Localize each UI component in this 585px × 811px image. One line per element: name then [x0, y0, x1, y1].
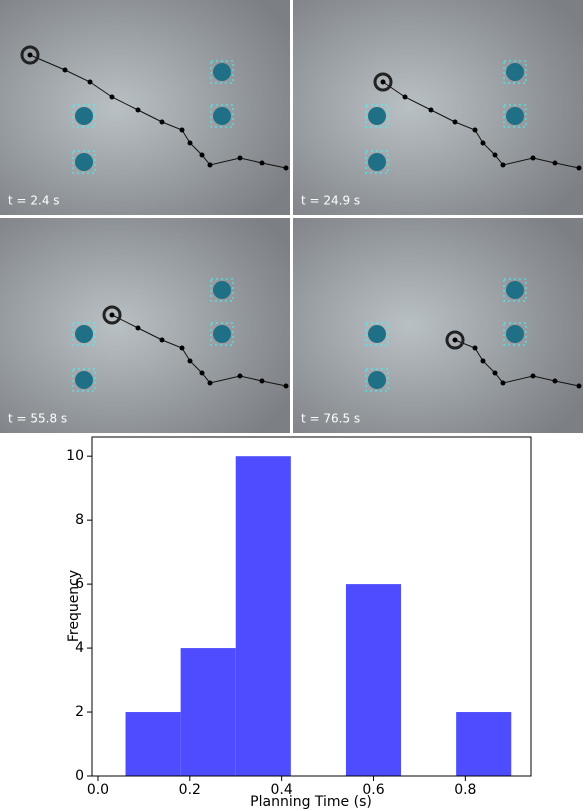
obstacle: [75, 325, 93, 343]
waypoint: [501, 381, 506, 386]
obstacle: [506, 281, 524, 299]
obstacle: [368, 107, 386, 125]
waypoint: [136, 326, 141, 331]
obstacle: [213, 281, 231, 299]
y-tick-label: 8: [75, 512, 84, 528]
waypoint: [453, 338, 458, 343]
obstacle: [368, 371, 386, 389]
waypoint: [473, 128, 478, 133]
y-tick-label: 0: [75, 768, 84, 784]
waypoint: [200, 371, 205, 376]
waypoint: [553, 379, 558, 384]
photo-grid: t = 2.4 s t = 24.9 s t = 55.8 s t = 76.5 s: [0, 0, 583, 433]
photo-panel: t = 2.4 s: [0, 0, 290, 215]
timestamp: t = 2.4 s: [8, 194, 60, 208]
obstacle: [368, 325, 386, 343]
waypoint: [260, 161, 265, 166]
x-tick-label: 0.2: [179, 782, 201, 798]
bar: [181, 648, 236, 776]
bar: [346, 584, 401, 776]
waypoint: [208, 381, 213, 386]
timestamp: t = 24.9 s: [301, 194, 360, 208]
waypoint: [481, 359, 486, 364]
bar: [236, 456, 291, 776]
obstacle: [75, 107, 93, 125]
x-axis-label: Planning Time (s): [250, 794, 372, 810]
waypoint: [88, 80, 93, 85]
y-axis-label: Frequency: [66, 570, 82, 642]
obstacle: [506, 63, 524, 81]
x-tick-label: 0.8: [454, 782, 476, 798]
obstacle: [368, 153, 386, 171]
waypoint: [577, 384, 582, 389]
floor: [0, 0, 290, 215]
timestamp: t = 55.8 s: [8, 412, 67, 426]
y-tick-label: 10: [66, 448, 84, 464]
obstacle: [506, 325, 524, 343]
waypoint: [577, 166, 582, 171]
bar: [456, 712, 511, 776]
obstacle: [75, 153, 93, 171]
waypoint: [188, 141, 193, 146]
obstacle: [213, 325, 231, 343]
floor: [293, 0, 583, 215]
y-tick-label: 2: [75, 704, 84, 720]
waypoint: [531, 156, 536, 161]
photo-panel: t = 76.5 s: [293, 218, 583, 433]
waypoint: [531, 374, 536, 379]
obstacle: [213, 63, 231, 81]
waypoint: [136, 108, 141, 113]
x-tick-label: 0.0: [87, 782, 109, 798]
waypoint: [180, 128, 185, 133]
waypoint: [238, 374, 243, 379]
waypoint: [493, 371, 498, 376]
waypoint: [481, 141, 486, 146]
obstacle: [213, 107, 231, 125]
waypoint: [429, 108, 434, 113]
waypoint: [403, 95, 408, 100]
waypoint: [160, 338, 165, 343]
waypoint: [493, 153, 498, 158]
bar: [126, 712, 181, 776]
waypoint: [208, 163, 213, 168]
histogram: 0.00.20.40.60.80246810: [66, 437, 531, 798]
waypoint: [110, 95, 115, 100]
photo-panel: t = 24.9 s: [293, 0, 583, 215]
waypoint: [260, 379, 265, 384]
photo-panel: t = 55.8 s: [0, 218, 290, 433]
waypoint: [63, 68, 68, 73]
figure: t = 2.4 st = 24.9 st = 55.8 st = 76.5 s …: [0, 0, 585, 811]
waypoint: [28, 53, 33, 58]
floor: [0, 218, 290, 433]
obstacle: [506, 107, 524, 125]
waypoint: [501, 163, 506, 168]
waypoint: [188, 359, 193, 364]
waypoint: [160, 120, 165, 125]
waypoint: [473, 346, 478, 351]
waypoint: [200, 153, 205, 158]
waypoint: [284, 166, 289, 171]
waypoint: [453, 120, 458, 125]
waypoint: [110, 313, 115, 318]
waypoint: [381, 80, 386, 85]
obstacle: [75, 371, 93, 389]
floor: [293, 218, 583, 433]
timestamp: t = 76.5 s: [301, 412, 360, 426]
page: t = 2.4 st = 24.9 st = 55.8 st = 76.5 s …: [0, 0, 585, 811]
waypoint: [180, 346, 185, 351]
waypoint: [284, 384, 289, 389]
waypoint: [553, 161, 558, 166]
waypoint: [238, 156, 243, 161]
